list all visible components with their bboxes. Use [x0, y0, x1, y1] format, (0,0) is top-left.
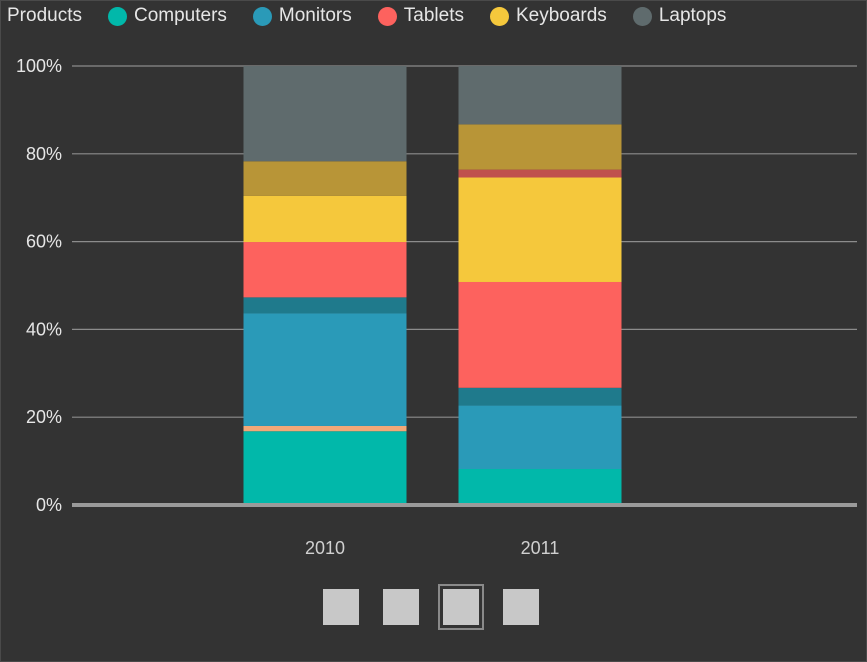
legend-dot-icon	[252, 6, 272, 26]
bar-segment[interactable]	[243, 161, 407, 196]
legend: Products Computers Monitors Tablets Keyb…	[7, 3, 752, 29]
page-button-1[interactable]	[323, 589, 359, 625]
legend-item-computers[interactable]: Computers	[107, 5, 227, 27]
legend-item-laptops[interactable]: Laptops	[632, 5, 727, 27]
page-button-2[interactable]	[383, 589, 419, 625]
page-button-3[interactable]	[438, 584, 484, 630]
bar-segment[interactable]	[243, 313, 407, 426]
y-tick-label: 20%	[26, 407, 62, 427]
x-category-label: 2010	[305, 538, 345, 558]
bar-segment[interactable]	[458, 469, 622, 505]
legend-dot-icon	[377, 6, 397, 26]
bar-segment[interactable]	[458, 177, 622, 282]
y-tick-label: 60%	[26, 232, 62, 252]
legend-title: Products	[7, 5, 82, 26]
legend-item-tablets[interactable]: Tablets	[377, 5, 464, 27]
bar-segment[interactable]	[243, 242, 407, 298]
stacked-bar-chart: 0% 20% 40% 60% 80% 100% 2010 2011	[16, 56, 857, 558]
legend-label: Tablets	[403, 5, 464, 26]
legend-item-monitors[interactable]: Monitors	[252, 5, 352, 27]
legend-label: Keyboards	[515, 5, 607, 26]
bar-segment[interactable]	[243, 195, 407, 243]
legend-item-keyboards[interactable]: Keyboards	[489, 5, 607, 27]
bar-segment[interactable]	[243, 425, 407, 432]
bar-segment[interactable]	[458, 169, 622, 178]
bar-segment[interactable]	[243, 297, 407, 314]
bar-segment[interactable]	[243, 66, 407, 162]
bar-segment[interactable]	[458, 66, 622, 125]
bar-segment[interactable]	[243, 431, 407, 505]
page-button-4[interactable]	[503, 589, 539, 625]
legend-dot-icon	[489, 6, 509, 26]
bar-segment[interactable]	[458, 387, 622, 406]
x-category-label: 2011	[521, 538, 560, 558]
bar-segment[interactable]	[458, 124, 622, 170]
legend-label: Laptops	[658, 5, 727, 26]
bar-segment[interactable]	[458, 405, 622, 470]
bar-segment[interactable]	[458, 281, 622, 388]
legend-label: Computers	[133, 5, 227, 26]
pager	[323, 584, 563, 630]
y-tick-label: 40%	[26, 319, 62, 339]
y-tick-label: 100%	[16, 56, 62, 76]
legend-dot-icon	[107, 6, 127, 26]
legend-dot-icon	[632, 6, 652, 26]
y-tick-label: 80%	[26, 144, 62, 164]
y-tick-label: 0%	[36, 495, 62, 515]
legend-label: Monitors	[278, 5, 352, 26]
